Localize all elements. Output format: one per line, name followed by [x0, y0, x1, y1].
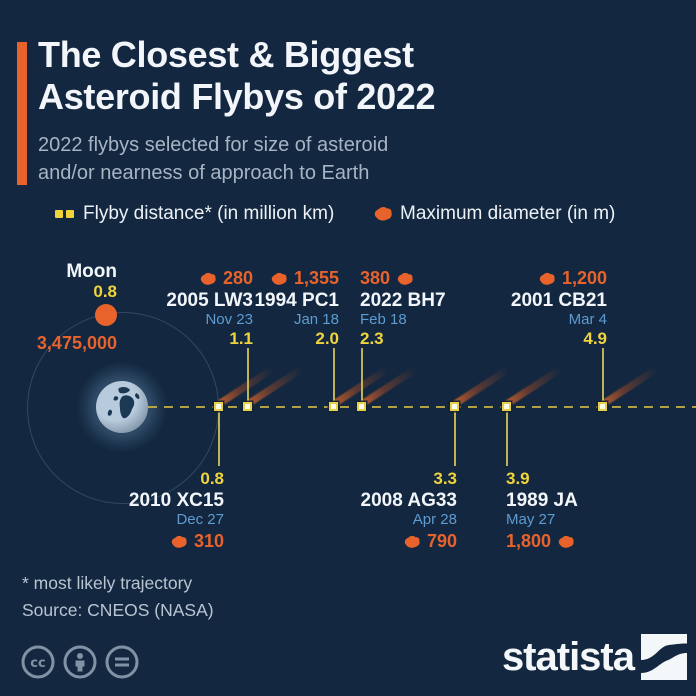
asteroid-icon [200, 272, 216, 285]
flyby-connector-line [454, 411, 456, 466]
legend-distance-label: Flyby distance* (in million km) [83, 203, 335, 224]
asteroid-icon [404, 535, 420, 548]
asteroid-distance: 2.3 [360, 329, 384, 348]
flyby-marker [214, 402, 223, 411]
legend-max-diameter: Maximum diameter (in m) [373, 203, 615, 225]
flyby-marker [357, 402, 366, 411]
asteroid-distance: 1.1 [229, 329, 253, 348]
diameter-row: 1,200 [538, 269, 607, 288]
legend-diameter-label: Maximum diameter (in m) [400, 203, 616, 224]
asteroid-column-1994-pc1: 1,355 1994 PC1 Jan 18 2.0 [254, 269, 339, 349]
diameter-row: 1,800 [506, 532, 575, 551]
accent-bar [17, 42, 27, 185]
asteroid-diameter: 310 [193, 531, 224, 551]
statista-logo-text: statista [501, 635, 635, 679]
asteroid-icon [171, 535, 187, 548]
diameter-row: 1,355 [270, 269, 339, 288]
flyby-marker [243, 402, 252, 411]
asteroid-name: 1989 JA [506, 490, 578, 511]
diameter-row: 280 [199, 269, 253, 288]
asteroid-diameter: 380 [360, 268, 391, 288]
flyby-connector-line [602, 348, 604, 403]
asteroid-icon [539, 272, 555, 285]
asteroid-name: 2005 LW3 [166, 290, 253, 311]
flyby-marker [502, 402, 511, 411]
flyby-connector-line [218, 411, 220, 466]
diameter-row: 380 [360, 269, 414, 288]
diameter-row: 310 [170, 532, 224, 551]
source-line: Source: CNEOS (NASA) [22, 600, 214, 620]
flyby-connector-line [247, 348, 249, 403]
asteroid-distance: 4.9 [583, 329, 607, 348]
flyby-marker [450, 402, 459, 411]
asteroid-column-1989-ja: 3.9 1989 JA May 27 1,800 [506, 469, 578, 551]
cc-nd-icon [105, 645, 139, 679]
asteroid-diameter: 790 [426, 531, 457, 551]
diameter-row: 790 [403, 532, 457, 551]
asteroid-name: 2001 CB21 [510, 290, 607, 311]
asteroid-date: Feb 18 [360, 311, 407, 328]
asteroid-column-2022-bh7: 380 2022 BH7 Feb 18 2.3 [360, 269, 446, 349]
asteroid-diameter: 1,800 [506, 531, 552, 551]
asteroid-column-2005-lw3: 280 2005 LW3 Nov 23 1.1 [166, 269, 253, 349]
asteroid-date: Apr 28 [412, 511, 457, 528]
asteroid-date: May 27 [506, 511, 556, 528]
statista-logo-icon [641, 634, 687, 680]
svg-text:cc: cc [30, 656, 45, 671]
asteroid-icon [558, 535, 574, 548]
license-icons: cc [21, 645, 139, 679]
page-subtitle: 2022 flybys selected for size of asteroi… [38, 131, 388, 187]
flyby-marker [598, 402, 607, 411]
legend-flyby-distance: Flyby distance* (in million km) [55, 203, 334, 225]
meteor-trail [598, 363, 663, 409]
asteroid-diameter: 1,355 [293, 268, 339, 288]
asteroid-column-2001-cb21: 1,200 2001 CB21 Mar 4 4.9 [510, 269, 607, 349]
asteroid-distance: 0.8 [200, 469, 224, 488]
moon-reference: Moon 0.8 3,475,000 [37, 261, 117, 353]
subtitle-line-2: and/or nearness of approach to Earth [38, 162, 370, 184]
moon-label: Moon [66, 261, 117, 282]
asteroid-name: 1994 PC1 [254, 290, 339, 311]
earth-icon [95, 380, 149, 434]
flyby-connector-line [333, 348, 335, 403]
asteroid-diameter: 280 [222, 268, 253, 288]
asteroid-column-2010-xc15: 0.8 2010 XC15 Dec 27 310 [129, 469, 224, 551]
asteroid-date: Jan 18 [293, 311, 339, 328]
asteroid-name: 2022 BH7 [360, 290, 446, 311]
cc-icon: cc [21, 645, 55, 679]
trajectory-note: * most likely trajectory [22, 573, 193, 593]
asteroid-diameter: 1,200 [561, 268, 607, 288]
flyby-connector-line [361, 348, 363, 403]
flyby-marker [329, 402, 338, 411]
flyby-axis-dashed-line [148, 406, 696, 408]
moon-distance: 0.8 [93, 282, 117, 301]
asteroid-distance: 3.3 [433, 469, 457, 488]
asteroid-icon [397, 272, 413, 285]
asteroid-distance: 3.9 [506, 469, 530, 488]
footnote: * most likely trajectory Source: CNEOS (… [22, 570, 214, 624]
moon-diameter: 3,475,000 [36, 333, 117, 353]
asteroid-date: Mar 4 [568, 311, 607, 328]
asteroid-icon [373, 206, 393, 222]
asteroid-icon [271, 272, 287, 285]
asteroid-name: 2008 AG33 [360, 490, 457, 511]
page-title: The Closest & Biggest Asteroid Flybys of… [38, 34, 436, 118]
asteroid-date: Nov 23 [205, 311, 253, 328]
title-line-2: Asteroid Flybys of 2022 [38, 76, 436, 117]
dashed-line-icon [55, 210, 74, 218]
title-line-1: The Closest & Biggest [38, 34, 414, 75]
asteroid-name: 2010 XC15 [128, 490, 224, 511]
cc-by-icon [63, 645, 97, 679]
subtitle-line-1: 2022 flybys selected for size of asteroi… [38, 134, 389, 156]
flyby-connector-line [506, 411, 508, 466]
asteroid-date: Dec 27 [176, 511, 224, 528]
asteroid-distance: 2.0 [315, 329, 339, 348]
asteroid-column-2008-ag33: 3.3 2008 AG33 Apr 28 790 [361, 469, 457, 551]
moon-icon [95, 304, 117, 326]
